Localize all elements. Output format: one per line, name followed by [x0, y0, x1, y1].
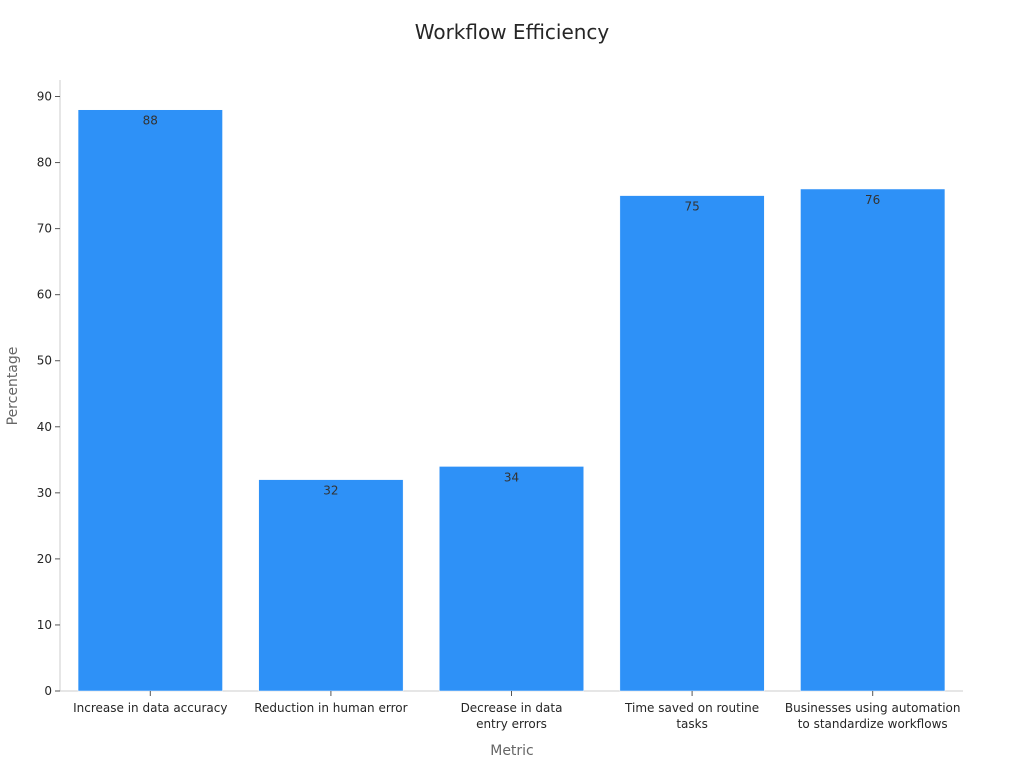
x-tick-label: Decrease in data entry errors: [461, 701, 563, 731]
y-tick-label: 10: [37, 618, 52, 632]
y-tick-label: 80: [37, 156, 52, 170]
y-tick-label: 50: [37, 354, 52, 368]
bar: [800, 188, 946, 692]
x-tick-label: Businesses using automation to standardiz…: [785, 701, 961, 731]
data-label: 32: [323, 484, 338, 498]
y-axis-label: Percentage: [5, 347, 21, 426]
y-tick-label: 20: [37, 552, 52, 566]
chart-title: Workflow Efficiency: [415, 20, 610, 44]
y-tick-label: 30: [37, 486, 52, 500]
y-tick-label: 90: [37, 90, 52, 104]
data-label: 88: [143, 114, 158, 128]
x-tick-label: Reduction in human error: [254, 701, 407, 715]
x-tick-label-line: Businesses using automation: [785, 701, 961, 715]
data-label: 76: [865, 193, 880, 207]
y-tick-label: 60: [37, 288, 52, 302]
x-tick-label-line: to standardize workflows: [798, 717, 948, 731]
data-label: 34: [504, 470, 519, 484]
bar: [619, 195, 765, 692]
bar: [77, 109, 223, 692]
x-tick-label-line: Decrease in data: [461, 701, 563, 715]
plot-area: 0 10 20 30 40 50 60 70 80 90 88 Increase in data ac…: [37, 80, 963, 731]
x-tick-label-line: Increase in data accuracy: [73, 701, 227, 715]
bar: [258, 479, 404, 692]
y-tick-label: 40: [37, 420, 52, 434]
x-tick-label: Time saved on routine tasks: [624, 701, 759, 731]
x-axis-label: Metric: [490, 743, 534, 759]
x-tick-label-line: tasks: [676, 717, 708, 731]
x-tick-label-line: entry errors: [476, 717, 547, 731]
y-tick-label: 0: [44, 684, 52, 698]
data-label: 75: [684, 200, 699, 214]
y-tick-label: 70: [37, 222, 52, 236]
x-tick-label: Increase in data accuracy: [73, 701, 227, 715]
x-tick-label-line: Reduction in human error: [254, 701, 407, 715]
x-tick-label-line: Time saved on routine: [624, 701, 759, 715]
bar: [439, 466, 584, 692]
